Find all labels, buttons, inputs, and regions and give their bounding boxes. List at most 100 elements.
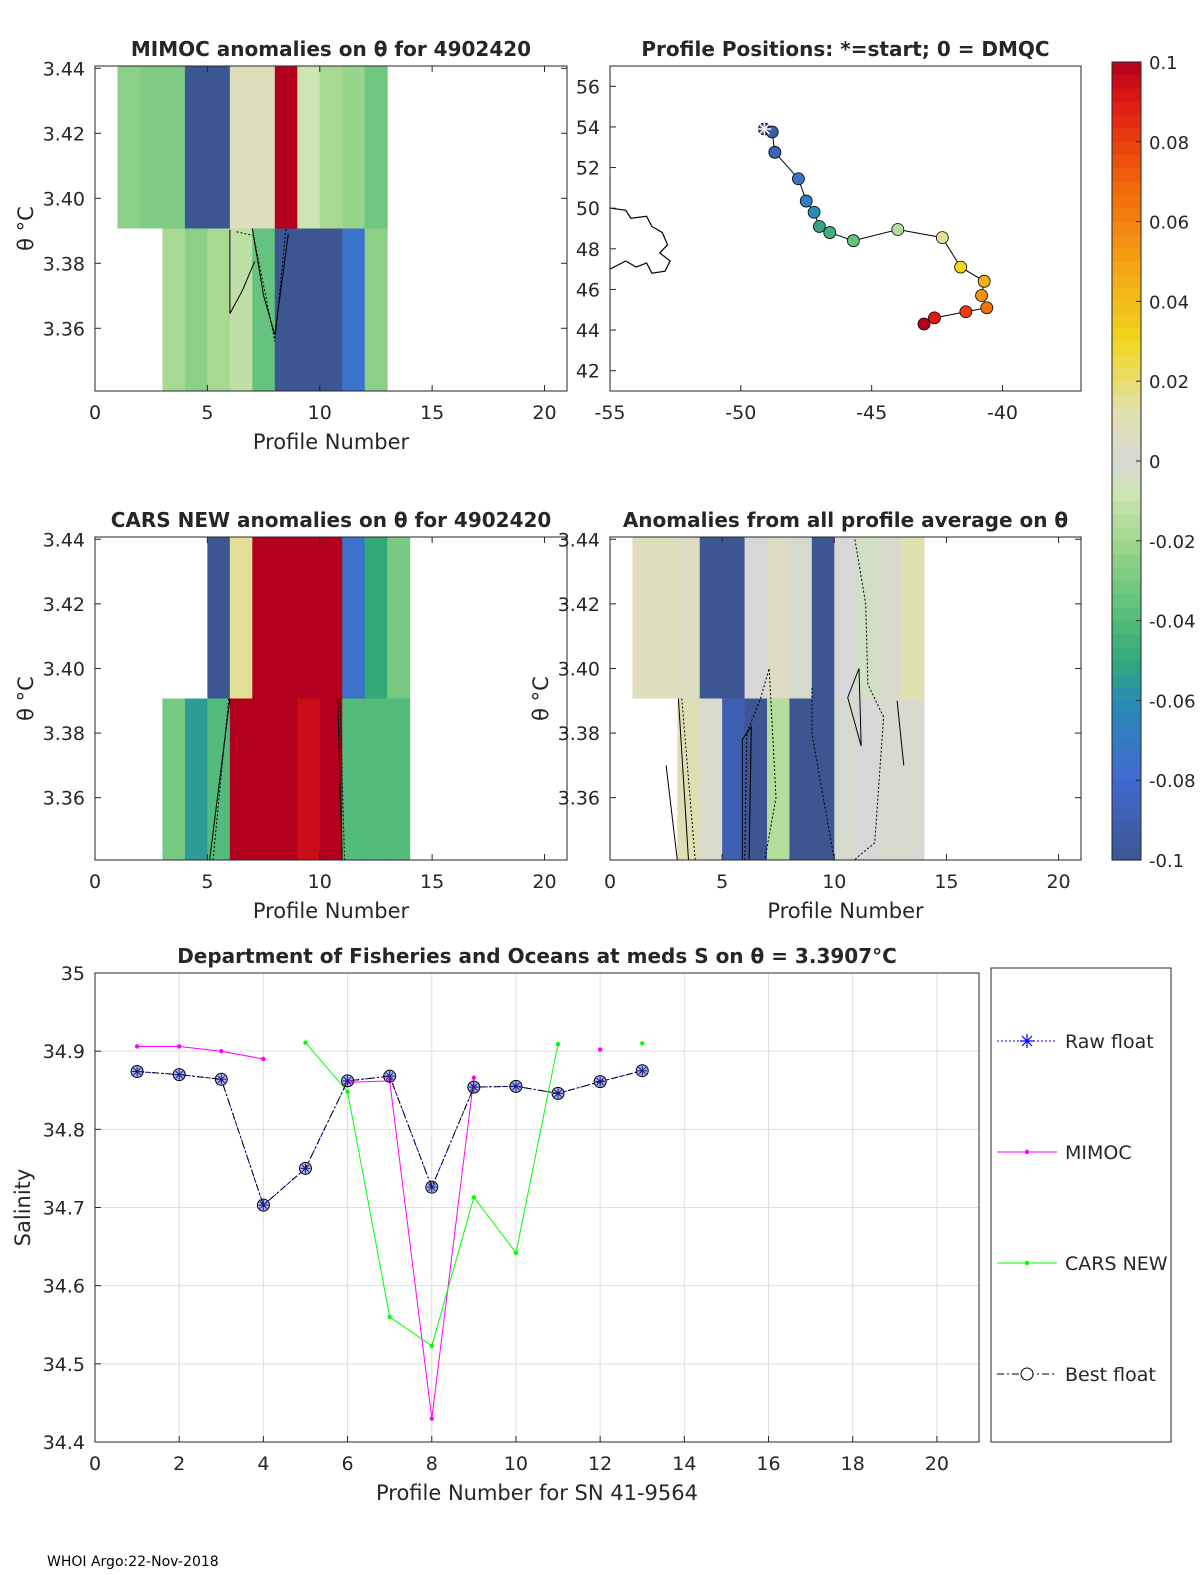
allprof-ytick-label: 3.40 xyxy=(558,658,600,680)
colorbar-swatch xyxy=(1112,434,1141,449)
cars-cell-upper xyxy=(342,537,366,699)
cars-contour-line xyxy=(212,698,230,861)
colorbar-swatch xyxy=(1112,261,1141,276)
mimoc-cell-lower xyxy=(319,228,343,391)
positions-ytick-label: 42 xyxy=(576,361,600,383)
cars-new-point xyxy=(640,1041,645,1046)
colorbar-swatch xyxy=(1112,88,1141,103)
colorbar-swatch xyxy=(1112,221,1141,236)
cars-xlabel: Profile Number xyxy=(253,899,410,923)
positions-ytick-label: 48 xyxy=(576,239,600,261)
best-float-star xyxy=(174,1069,185,1080)
colorbar-swatch xyxy=(1112,274,1141,289)
allprof-cell-upper xyxy=(744,537,768,699)
mimoc-point xyxy=(429,1416,434,1421)
allprof-ylabel: θ °C xyxy=(529,676,553,721)
float-track xyxy=(764,128,988,325)
colorbar-swatch xyxy=(1112,673,1141,688)
cars-cell-lower xyxy=(252,698,276,860)
allprof-contour-line xyxy=(665,765,678,861)
cars-ytick-label: 3.38 xyxy=(43,723,85,745)
colorbar: 0.1 0.08 0.06 0.04 0.02 0 -0.02 -0.04 -0.06 -0.08… xyxy=(1111,53,1196,872)
profile-positions-chart: -55 -50 -45 -40 42 44 46 48 50 52 54 56 Profile Posi… xyxy=(576,37,1082,424)
colorbar-swatch xyxy=(1112,633,1141,648)
cars-title: CARS NEW anomalies on θ for 4902420 xyxy=(111,508,552,532)
positions-ytick-label: 44 xyxy=(576,320,600,342)
colorbar-swatch xyxy=(1112,234,1141,249)
profile-position-marker xyxy=(928,311,941,325)
allprof-cell-upper xyxy=(677,537,701,699)
mimoc-xtick-label: 20 xyxy=(532,402,556,424)
legend-best-float-label: Best float xyxy=(1065,1364,1156,1386)
allprof-contour-line xyxy=(681,698,696,861)
colorbar-swatch xyxy=(1112,367,1141,382)
colorbar-tick-label: -0.08 xyxy=(1149,771,1196,792)
best-float-star xyxy=(342,1075,353,1086)
colorbar-swatch xyxy=(1112,115,1141,130)
best-float-point xyxy=(551,1086,565,1100)
cars-cell-upper xyxy=(229,537,253,699)
mimoc-cell-upper xyxy=(274,66,298,229)
best-float-star xyxy=(300,1163,311,1174)
allprof-cell-lower xyxy=(834,698,858,860)
colorbar-swatch xyxy=(1112,128,1141,143)
colorbar-swatch xyxy=(1112,447,1141,462)
colorbar-swatch xyxy=(1112,820,1141,834)
allprof-cell-lower xyxy=(811,698,835,860)
profile-position-marker xyxy=(807,205,821,219)
cars-ytick-label: 3.42 xyxy=(43,594,85,616)
cars-cell-upper xyxy=(297,537,321,699)
mimoc-cell-upper xyxy=(184,66,208,229)
colorbar-swatch xyxy=(1112,75,1141,90)
mimoc-cell-upper xyxy=(139,66,163,229)
best-float-point xyxy=(383,1069,397,1083)
colorbar-swatch xyxy=(1112,594,1141,608)
salinity-ytick-label: 34.5 xyxy=(43,1354,85,1376)
positions-title: Profile Positions: *=start; 0 = DMQC xyxy=(641,37,1049,61)
cars-xtick-label: 0 xyxy=(89,871,101,893)
salinity-ytick-label: 34.8 xyxy=(43,1119,85,1141)
cars-new-point xyxy=(387,1314,392,1320)
salinity-xtick-label: 8 xyxy=(426,1453,438,1475)
allprof-cell-upper xyxy=(879,537,903,699)
mimoc-cell-lower xyxy=(364,228,388,391)
colorbar-swatch xyxy=(1112,793,1141,808)
salinity-xtick-label: 18 xyxy=(841,1453,865,1475)
best-float-star xyxy=(510,1081,521,1092)
cars-xtick-label: 5 xyxy=(201,871,213,893)
colorbar-swatch xyxy=(1112,607,1141,622)
mimoc-cell-upper xyxy=(342,66,366,229)
mimoc-cell-lower xyxy=(229,228,253,391)
colorbar-swatch xyxy=(1112,833,1141,848)
best-float-point xyxy=(467,1080,481,1094)
mimoc-ytick-label: 3.36 xyxy=(43,318,85,340)
allprof-cell-upper xyxy=(834,537,858,699)
salinity-ytick-label: 34.9 xyxy=(43,1041,85,1063)
colorbar-swatch xyxy=(1112,301,1141,316)
positions-xtick-label: -55 xyxy=(594,402,625,424)
allprof-cell-lower xyxy=(744,698,768,860)
colorbar-tick-label: -0.06 xyxy=(1149,691,1196,712)
salinity-xtick-label: 2 xyxy=(173,1453,185,1475)
profile-position-marker xyxy=(768,145,782,159)
cars-anomaly-chart: 0 5 10 15 20 3.36 3.38 3.40 3.42 3.44 CARS NEW ano… xyxy=(14,508,568,923)
mimoc-cell-lower xyxy=(274,228,298,391)
best-float-point xyxy=(635,1064,649,1078)
allprof-cell-upper xyxy=(856,537,880,699)
allprof-cell-upper xyxy=(699,537,723,699)
cars-cell-lower xyxy=(297,698,321,860)
mimoc-xtick-label: 0 xyxy=(89,402,101,424)
mimoc-line xyxy=(347,1077,475,1419)
allprof-cell-lower xyxy=(699,698,723,860)
positions-ytick-label: 56 xyxy=(576,76,600,98)
colorbar-swatch xyxy=(1112,647,1141,662)
best-float-star xyxy=(595,1076,606,1087)
colorbar-swatch xyxy=(1112,567,1141,582)
salinity-xlabel: Profile Number for SN 41-9564 xyxy=(376,1481,698,1505)
cars-contour-line xyxy=(337,698,343,861)
salinity-xtick-label: 14 xyxy=(672,1453,696,1475)
colorbar-swatch xyxy=(1112,394,1141,409)
colorbar-tick-label: 0.1 xyxy=(1149,53,1178,74)
allprof-cell-upper xyxy=(901,537,925,699)
cars-cell-upper xyxy=(207,537,231,699)
